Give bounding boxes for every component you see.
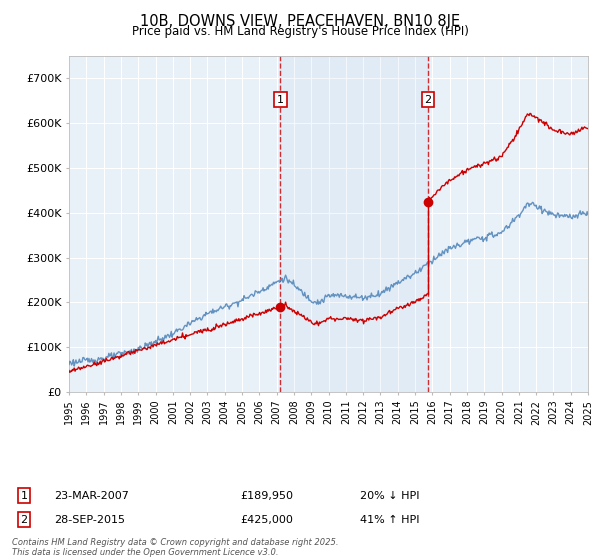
Text: 28-SEP-2015: 28-SEP-2015 [54, 515, 125, 525]
Text: 23-MAR-2007: 23-MAR-2007 [54, 491, 129, 501]
Text: 2: 2 [424, 95, 431, 105]
Text: 1: 1 [277, 95, 284, 105]
Text: 2: 2 [20, 515, 28, 525]
Text: £189,950: £189,950 [240, 491, 293, 501]
Text: Contains HM Land Registry data © Crown copyright and database right 2025.
This d: Contains HM Land Registry data © Crown c… [12, 538, 338, 557]
Text: 41% ↑ HPI: 41% ↑ HPI [360, 515, 419, 525]
Bar [280, 56, 428, 392]
Text: 10B, DOWNS VIEW, PEACEHAVEN, BN10 8JE: 10B, DOWNS VIEW, PEACEHAVEN, BN10 8JE [140, 14, 460, 29]
Text: 1: 1 [20, 491, 28, 501]
Text: 20% ↓ HPI: 20% ↓ HPI [360, 491, 419, 501]
Text: Price paid vs. HM Land Registry's House Price Index (HPI): Price paid vs. HM Land Registry's House … [131, 25, 469, 38]
Text: £425,000: £425,000 [240, 515, 293, 525]
